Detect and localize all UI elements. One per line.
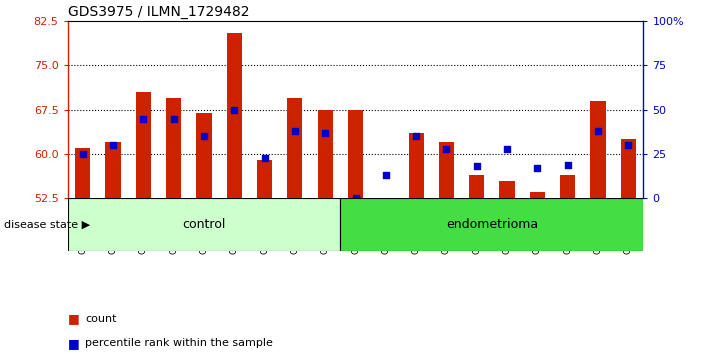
Text: GSM572765: GSM572765 xyxy=(624,201,633,254)
Bar xyxy=(439,142,454,198)
Text: GSM572755: GSM572755 xyxy=(169,201,178,254)
Point xyxy=(77,151,88,157)
Text: GSM572761: GSM572761 xyxy=(260,201,269,254)
Point xyxy=(501,146,513,152)
Point xyxy=(471,164,483,169)
Bar xyxy=(105,142,121,198)
Point xyxy=(319,130,331,136)
Bar xyxy=(136,92,151,198)
Text: disease state ▶: disease state ▶ xyxy=(4,220,90,230)
Point xyxy=(198,133,210,139)
Bar xyxy=(341,198,643,251)
Point xyxy=(289,128,301,134)
Text: GSM572758: GSM572758 xyxy=(503,201,511,254)
Bar xyxy=(227,33,242,198)
Text: GSM572763: GSM572763 xyxy=(594,201,602,254)
Text: GSM572764: GSM572764 xyxy=(321,201,330,254)
Point xyxy=(623,142,634,148)
Text: GDS3975 / ILMN_1729482: GDS3975 / ILMN_1729482 xyxy=(68,5,249,19)
Bar xyxy=(560,175,575,198)
Bar xyxy=(287,98,302,198)
Text: GSM572757: GSM572757 xyxy=(230,201,239,254)
Text: endometrioma: endometrioma xyxy=(446,218,538,231)
Text: GSM572760: GSM572760 xyxy=(563,201,572,254)
Bar xyxy=(590,101,606,198)
Bar xyxy=(68,198,341,251)
Text: GSM572762: GSM572762 xyxy=(290,201,299,254)
Text: GSM572751: GSM572751 xyxy=(472,201,481,254)
Text: GSM572752: GSM572752 xyxy=(78,201,87,254)
Bar xyxy=(318,110,333,198)
Point xyxy=(410,133,422,139)
Text: GSM572756: GSM572756 xyxy=(200,201,208,254)
Bar xyxy=(500,181,515,198)
Bar xyxy=(621,139,636,198)
Text: GSM572749: GSM572749 xyxy=(412,201,421,254)
Point xyxy=(562,162,573,167)
Bar xyxy=(75,148,90,198)
Bar xyxy=(469,175,484,198)
Bar xyxy=(530,192,545,198)
Point xyxy=(259,155,270,160)
Point xyxy=(107,142,119,148)
Text: percentile rank within the sample: percentile rank within the sample xyxy=(85,338,273,348)
Text: GSM572747: GSM572747 xyxy=(351,201,360,254)
Point xyxy=(532,165,543,171)
Text: GSM572750: GSM572750 xyxy=(442,201,451,254)
Text: ■: ■ xyxy=(68,312,80,325)
Point xyxy=(441,146,452,152)
Text: count: count xyxy=(85,314,117,324)
Text: control: control xyxy=(182,218,225,231)
Text: GSM572754: GSM572754 xyxy=(139,201,148,254)
Text: GSM572753: GSM572753 xyxy=(109,201,117,254)
Point xyxy=(228,107,240,113)
Text: GSM572759: GSM572759 xyxy=(533,201,542,254)
Point xyxy=(350,195,361,201)
Bar xyxy=(166,98,181,198)
Bar xyxy=(409,133,424,198)
Text: GSM572748: GSM572748 xyxy=(381,201,390,254)
Bar xyxy=(348,110,363,198)
Point xyxy=(380,172,392,178)
Point xyxy=(138,116,149,121)
Point xyxy=(592,128,604,134)
Point xyxy=(168,116,179,121)
Bar xyxy=(257,160,272,198)
Text: ■: ■ xyxy=(68,337,80,350)
Bar xyxy=(196,113,212,198)
